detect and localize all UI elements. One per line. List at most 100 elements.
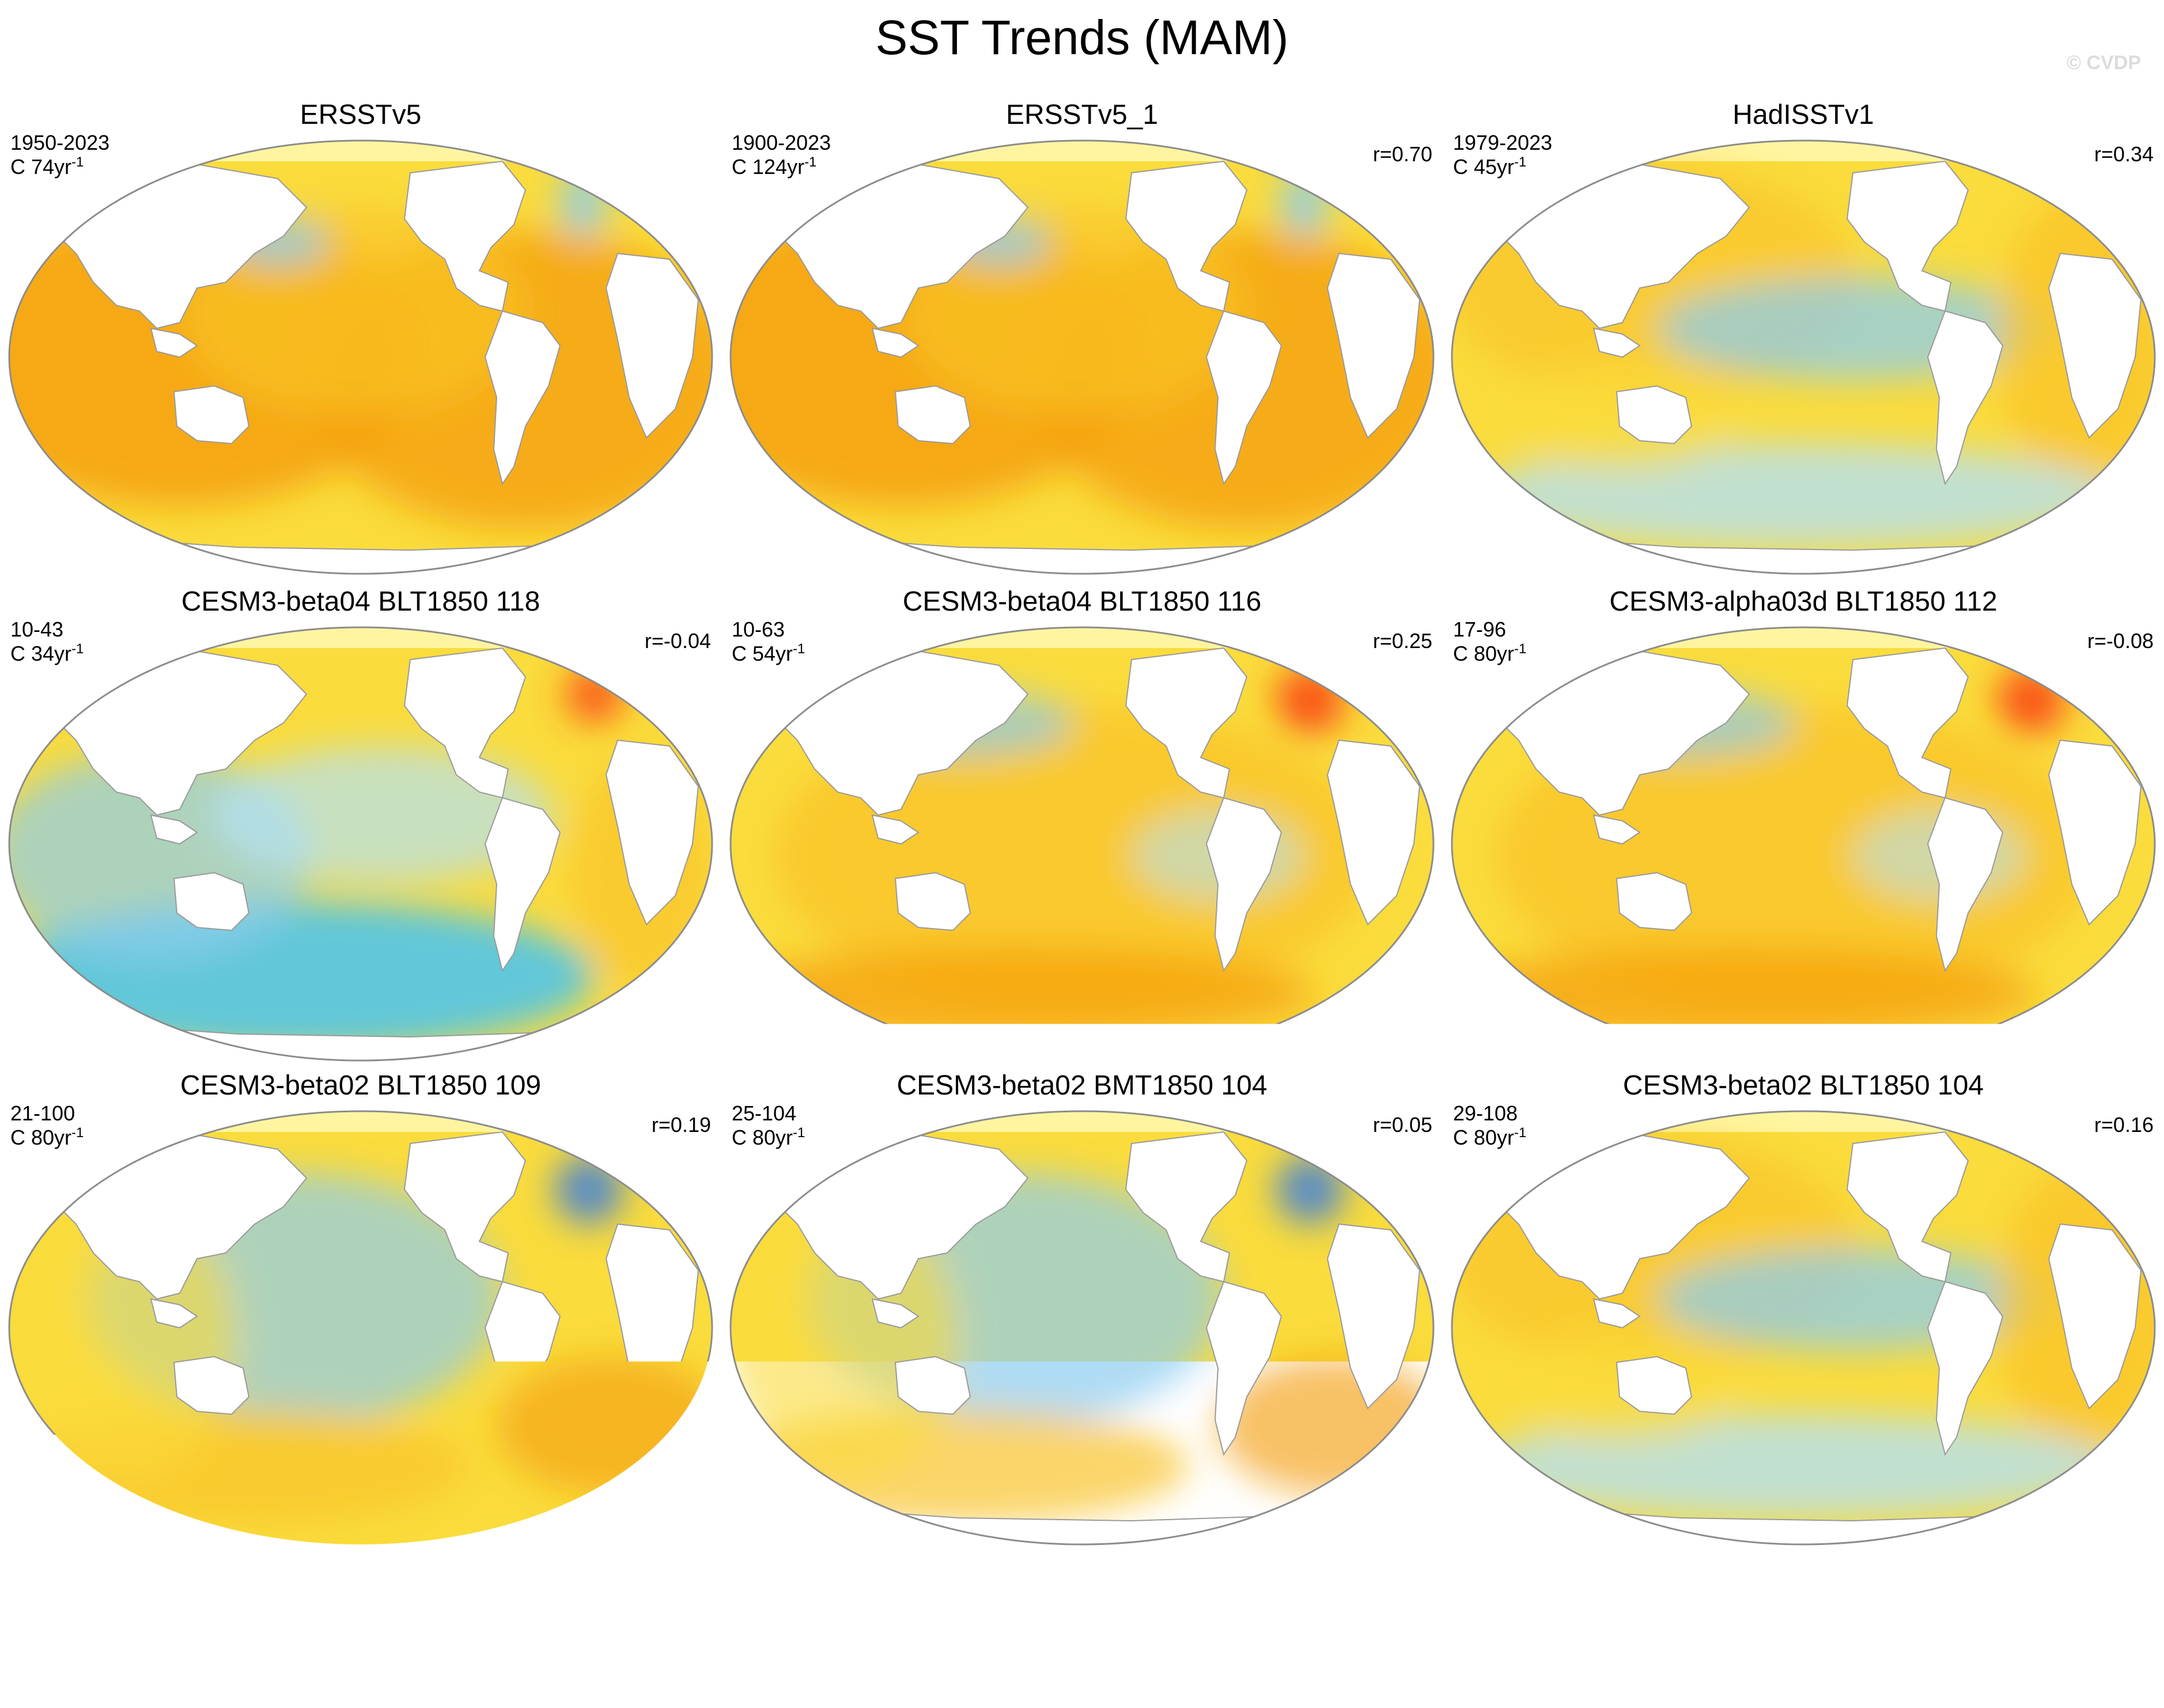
arctic-band xyxy=(728,138,1436,161)
panel-scale-text: C 54yr xyxy=(732,642,793,665)
colorbar-tick-label: 0.5 xyxy=(1152,1652,1291,1698)
panel-scale: C 45yr-1 xyxy=(1453,156,1526,179)
sst-trend-map xyxy=(7,1109,714,1547)
map-panel: CESM3-alpha03d BLT1850 112 17-96 C 80yr-1 r… xyxy=(1443,585,2164,1074)
panel-scale: C 80yr-1 xyxy=(10,1126,84,1149)
panel-correlation: r=0.05 xyxy=(1373,1114,1432,1137)
colorbar-box xyxy=(1221,1620,1291,1650)
panel-correlation: r=0.19 xyxy=(652,1114,711,1137)
panel-scale: C 124yr-1 xyxy=(732,156,816,179)
panel-title: CESM3-beta02 BLT1850 109 xyxy=(0,1069,721,1103)
panel-period: 1979-2023 xyxy=(1453,131,1552,154)
panel-title: CESM3-beta02 BLT1850 104 xyxy=(1443,1069,2164,1103)
panel-scale-exponent: -1 xyxy=(1514,1125,1526,1141)
panel-scale-text: C 74yr xyxy=(10,155,71,179)
map-panel: CESM3-beta04 BLT1850 118 10-43 C 34yr-1 r=-… xyxy=(0,585,721,1074)
colorbar-box xyxy=(456,1620,525,1650)
panel-scale-text: C 34yr xyxy=(10,642,71,665)
copyright-mark: © CVDP xyxy=(2067,52,2141,74)
colorbar-box xyxy=(1152,1620,1221,1650)
map-panel: HadISSTv1 1979-2023 C 45yr-1 r=0.34 xyxy=(1443,98,2164,588)
panel-title: CESM3-beta04 BLT1850 116 xyxy=(721,585,1443,619)
colorbar-tick-label: -6 xyxy=(456,1652,595,1698)
arctic-band xyxy=(7,1109,714,1132)
panel-scale: C 34yr-1 xyxy=(10,642,84,665)
trend-anomaly-region xyxy=(1997,665,2066,734)
figure-title: SST Trends (MAM) xyxy=(0,6,2164,69)
panel-period: 10-43 xyxy=(10,618,63,641)
sst-trend-map xyxy=(1450,138,2157,576)
sst-trend-map xyxy=(7,625,714,1063)
panel-scale-text: C 80yr xyxy=(10,1126,71,1149)
colorbar-box xyxy=(386,1620,456,1650)
arctic-band xyxy=(7,138,714,161)
trend-anomaly-region xyxy=(554,1155,623,1224)
panel-scale: C 54yr-1 xyxy=(732,642,805,665)
colorbar-tick-label: 6 xyxy=(1569,1652,1708,1698)
colorbar-box xyxy=(1639,1620,1708,1650)
colorbar-labels: -6 -4 -2 -0.5 0 0.5 2 4 6 xyxy=(386,1652,1778,1698)
colorbar xyxy=(386,1620,1778,1650)
panel-period: 10-63 xyxy=(732,618,785,641)
colorbar-box xyxy=(1012,1620,1082,1650)
colorbar-tick-label: 4 xyxy=(1431,1652,1569,1698)
colorbar-box xyxy=(1291,1620,1360,1650)
arctic-band xyxy=(1450,138,2157,161)
panel-scale-text: C 80yr xyxy=(1453,642,1514,665)
panel-scale-exponent: -1 xyxy=(793,641,805,657)
sst-trend-map xyxy=(728,138,1436,576)
colorbar-box xyxy=(804,1620,873,1650)
colorbar-box xyxy=(1430,1620,1500,1650)
map-panel: CESM3-beta04 BLT1850 116 10-63 C 54yr-1 r=0… xyxy=(721,585,1443,1074)
panel-correlation: r=0.34 xyxy=(2094,143,2154,166)
colorbar-box xyxy=(1360,1620,1430,1650)
panel-title: CESM3-beta04 BLT1850 118 xyxy=(0,585,721,619)
colorbar-box xyxy=(1569,1620,1639,1650)
colorbar-box xyxy=(525,1620,595,1650)
colorbar-box xyxy=(1500,1620,1569,1650)
panel-scale: C 80yr-1 xyxy=(732,1126,805,1149)
panel-title: CESM3-beta02 BMT1850 104 xyxy=(721,1069,1443,1103)
panel-correlation: r=0.70 xyxy=(1373,143,1432,166)
colorbar-box xyxy=(664,1620,734,1650)
colorbar-box xyxy=(1082,1620,1152,1650)
panel-title: ERSSTv5_1 xyxy=(721,98,1443,132)
colorbar-tick-label: -0.5 xyxy=(873,1652,1012,1698)
map-panel: ERSSTv5_1 1900-2023 C 124yr-1 r=0.70 xyxy=(721,98,1443,588)
colorbar-box xyxy=(595,1620,664,1650)
panel-correlation: r=-0.08 xyxy=(2087,630,2154,653)
panel-scale: C 80yr-1 xyxy=(1453,642,1526,665)
panel-scale-exponent: -1 xyxy=(71,154,84,170)
panel-correlation: r=-0.04 xyxy=(645,630,711,653)
panel-period: 21-100 xyxy=(10,1102,75,1125)
panel-title: HadISSTv1 xyxy=(1443,98,2164,132)
sst-trend-map xyxy=(728,1109,1436,1547)
panel-correlation: r=0.25 xyxy=(1373,630,1432,653)
arctic-band xyxy=(1450,625,2157,648)
panel-period: 29-108 xyxy=(1453,1102,1518,1125)
trend-anomaly-region xyxy=(1281,167,1327,236)
panel-scale: C 74yr-1 xyxy=(10,156,84,179)
panel-title: CESM3-alpha03d BLT1850 112 xyxy=(1443,585,2164,619)
arctic-band xyxy=(728,1109,1436,1132)
panel-scale-text: C 80yr xyxy=(732,1126,793,1149)
panel-scale: C 80yr-1 xyxy=(1453,1126,1526,1149)
colorbar-tick-label: -4 xyxy=(595,1652,733,1698)
colorbar-box xyxy=(1708,1620,1778,1650)
trend-anomaly-region xyxy=(1276,1155,1345,1224)
map-panel: CESM3-beta02 BMT1850 104 25-104 C 80yr-1 r=… xyxy=(721,1069,1443,1558)
panel-scale-exponent: -1 xyxy=(71,1125,84,1141)
panel-title: ERSSTv5 xyxy=(0,98,721,132)
panel-period: 25-104 xyxy=(732,1102,796,1125)
colorbar-box xyxy=(734,1620,804,1650)
panel-scale-exponent: -1 xyxy=(793,1125,805,1141)
map-panel: CESM3-beta02 BLT1850 109 21-100 C 80yr-1 r=… xyxy=(0,1069,721,1558)
panel-correlation: r=0.16 xyxy=(2094,1114,2154,1137)
colorbar-tick-label: 0 xyxy=(1013,1652,1151,1698)
colorbar-box xyxy=(873,1620,943,1650)
arctic-band xyxy=(1450,1109,2157,1132)
arctic-band xyxy=(7,625,714,648)
panel-period: 17-96 xyxy=(1453,618,1506,641)
colorbar-tick-label: 2 xyxy=(1291,1652,1429,1698)
panel-scale-text: C 45yr xyxy=(1453,155,1514,179)
